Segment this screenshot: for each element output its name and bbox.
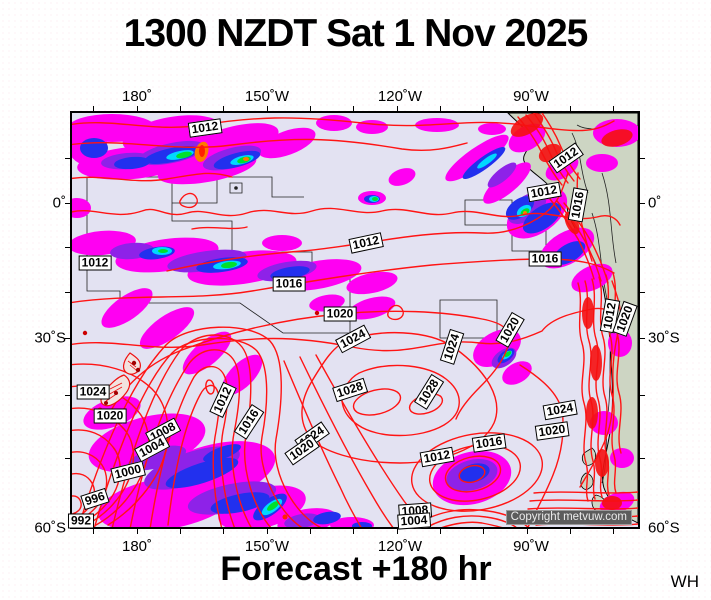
isobar-label: 1016	[272, 276, 306, 292]
longitude-label-top: 90˚W	[513, 88, 549, 105]
forecaster-initials: WH	[670, 572, 699, 591]
axis-tick	[267, 529, 268, 534]
new-zealand	[97, 352, 141, 413]
forecast-hour-label: Forecast +180 hr	[220, 550, 492, 588]
longitude-label-top: 180˚	[121, 88, 153, 105]
isobar-label: 1024	[76, 384, 110, 400]
axis-tick	[93, 106, 94, 111]
axis-tick	[223, 529, 224, 534]
longitude-label-bottom: 120˚W	[377, 538, 423, 555]
isobar-label: 1020	[93, 408, 127, 424]
axis-tick	[65, 247, 70, 248]
axis-tick	[640, 395, 645, 396]
axis-tick	[137, 529, 138, 534]
isobar-label: 1012	[78, 255, 112, 271]
axis-tick	[527, 529, 528, 534]
andes-scribble-layer	[510, 113, 633, 510]
axis-tick	[65, 458, 70, 459]
axis-tick	[310, 106, 311, 111]
isobar-label: 1004	[397, 512, 431, 530]
isobar-label: 1016	[567, 187, 589, 223]
axis-tick	[65, 292, 70, 293]
station-dot	[314, 310, 320, 316]
latitude-label-left: 60˚S	[34, 519, 66, 537]
axis-tick	[65, 158, 70, 159]
isobar-label: 1016	[528, 251, 562, 267]
isobar-label: 1028	[332, 377, 368, 403]
isobar-label: 1024	[335, 324, 371, 354]
axis-tick	[180, 529, 181, 534]
axis-tick	[440, 529, 441, 534]
axis-tick	[483, 106, 484, 111]
axis-tick	[640, 458, 645, 459]
latitude-label-left: 30˚S	[34, 329, 66, 347]
axis-tick	[640, 203, 645, 204]
axis-tick	[527, 106, 528, 111]
isobar-label: 1024	[439, 329, 465, 365]
axis-tick	[310, 529, 311, 534]
isobar-label: 1012	[548, 142, 584, 174]
axis-tick	[397, 529, 398, 534]
axis-tick	[640, 338, 645, 339]
isobar-label: 1004	[134, 433, 170, 463]
isobar-label: 1012	[348, 232, 384, 254]
longitude-label-top: 120˚W	[377, 88, 423, 105]
axis-tick	[65, 395, 70, 396]
axis-tick	[397, 106, 398, 111]
isobar-label: 1020	[495, 312, 525, 348]
axis-tick	[65, 203, 70, 204]
axis-tick	[137, 106, 138, 111]
city-dots	[104, 360, 141, 405]
map-title: 1300 NZDT Sat 1 Nov 2025	[123, 12, 589, 55]
axis-tick	[570, 106, 571, 111]
isobar-label: 1012	[526, 181, 562, 203]
isobar-label: 1016	[471, 433, 507, 453]
map-graphics	[72, 113, 638, 527]
axis-tick	[613, 106, 614, 111]
axis-tick	[570, 529, 571, 534]
axis-tick	[613, 529, 614, 534]
isobar-label: 1000	[110, 460, 146, 484]
isobar-label: 1020	[534, 421, 570, 441]
longitude-label-bottom: 180˚	[121, 538, 153, 555]
isobar-label: 1012	[419, 446, 455, 468]
isobar-label-layer: 1012 1012 1012 1016 1020 1024 1024 1028 1028 1024…	[67, 113, 638, 530]
isobar-label: 1012	[187, 118, 223, 138]
axis-tick	[440, 106, 441, 111]
latitude-label-right: 0˚	[648, 194, 662, 212]
axis-tick	[640, 292, 645, 293]
latitude-label-left: 0˚	[52, 194, 66, 212]
isobar-label: 1012	[209, 382, 237, 418]
isobar-label: 1024	[542, 399, 578, 421]
isobar-label: 992	[67, 513, 95, 529]
forecast-map: 1012 1012 1012 1016 1020 1024 1024 1028 1028 1024…	[67, 111, 640, 530]
copyright-watermark: Copyright metvuw.com	[505, 510, 632, 525]
latitude-label-right: 60˚S	[648, 519, 680, 537]
axis-tick	[353, 529, 354, 534]
axis-tick	[483, 529, 484, 534]
isobar-label: 1028	[413, 374, 445, 410]
longitude-label-bottom: 150˚W	[244, 538, 290, 555]
axis-tick	[640, 247, 645, 248]
axis-tick	[93, 529, 94, 534]
axis-tick	[65, 338, 70, 339]
isobar-label: 1020	[323, 306, 357, 322]
axis-tick	[267, 106, 268, 111]
longitude-label-bottom: 90˚W	[513, 538, 549, 555]
axis-tick	[223, 106, 224, 111]
isobar-label: 996	[80, 487, 110, 511]
station-dot	[82, 330, 88, 336]
longitude-label-top: 150˚W	[244, 88, 290, 105]
axis-tick	[353, 106, 354, 111]
axis-tick	[180, 106, 181, 111]
latitude-label-right: 30˚S	[648, 329, 680, 347]
axis-tick	[640, 158, 645, 159]
isobar-label: 1016	[233, 404, 265, 440]
